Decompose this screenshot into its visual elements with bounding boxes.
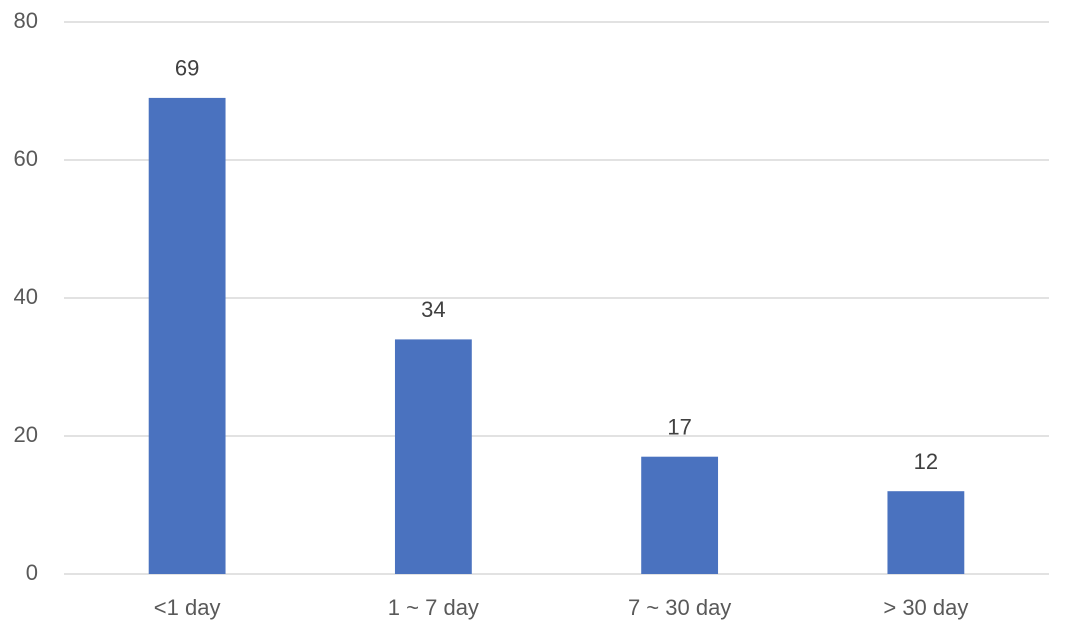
x-tick-label: 1 ~ 7 day	[388, 595, 479, 620]
y-tick-label: 60	[14, 146, 38, 171]
bar	[641, 456, 719, 574]
bar	[394, 339, 472, 574]
y-tick-label: 40	[14, 284, 38, 309]
value-label: 12	[914, 449, 938, 474]
x-tick-label: <1 day	[154, 595, 221, 620]
x-tick-label: > 30 day	[883, 595, 968, 620]
bar	[887, 491, 965, 574]
value-label: 34	[421, 297, 445, 322]
y-tick-label: 20	[14, 422, 38, 447]
bar	[148, 97, 226, 575]
x-tick-label: 7 ~ 30 day	[628, 595, 731, 620]
y-tick-label: 80	[14, 8, 38, 33]
value-label: 17	[667, 415, 691, 440]
value-label: 69	[175, 56, 199, 81]
y-tick-label: 0	[26, 560, 38, 585]
